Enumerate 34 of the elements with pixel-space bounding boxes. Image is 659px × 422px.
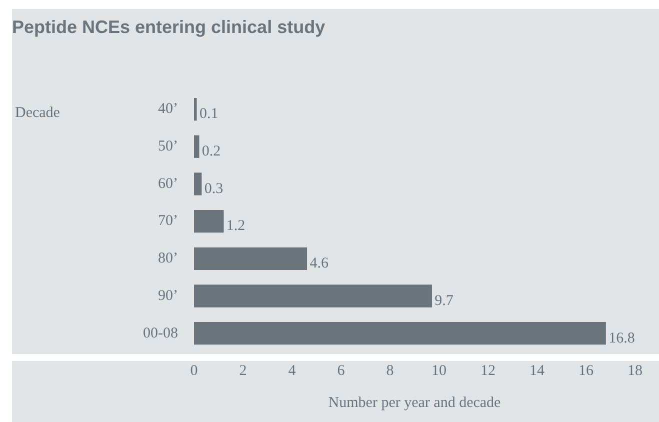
y-tick-label: 70’ bbox=[158, 213, 178, 230]
bar bbox=[194, 210, 224, 233]
y-tick-label: 90’ bbox=[158, 288, 178, 304]
bar bbox=[194, 247, 308, 270]
data-label: 9.7 bbox=[434, 292, 454, 309]
x-axis-title: Number per year and decade bbox=[328, 394, 502, 411]
x-tick-label: 2 bbox=[239, 362, 247, 379]
data-label: 4.6 bbox=[310, 256, 329, 272]
x-tick-label: 12 bbox=[480, 362, 496, 379]
data-label: 16.8 bbox=[608, 330, 635, 346]
text: Decade bbox=[15, 105, 60, 122]
bar bbox=[194, 172, 202, 196]
chart-title: Peptide NCEs entering clinical study bbox=[12, 16, 326, 37]
data-label: 0.1 bbox=[199, 106, 218, 122]
y-tick-label: 00-08 bbox=[143, 325, 178, 342]
bar bbox=[194, 98, 197, 121]
x-tick-label: 10 bbox=[432, 362, 446, 379]
y-tick-label: 50’ bbox=[158, 138, 178, 155]
x-tick-label: 14 bbox=[530, 362, 545, 379]
x-tick-label: 4 bbox=[288, 362, 296, 379]
y-tick-label: 40’ bbox=[158, 101, 178, 118]
data-label: 0.2 bbox=[202, 144, 221, 160]
y-tick-label: 80’ bbox=[158, 250, 178, 267]
x-tick-label: 16 bbox=[578, 362, 594, 379]
data-label: 0.3 bbox=[204, 180, 224, 197]
bar bbox=[194, 135, 200, 158]
x-tick-label: 8 bbox=[386, 362, 394, 379]
bar bbox=[194, 284, 432, 308]
x-tick-label: 6 bbox=[337, 362, 346, 379]
data-label: 1.2 bbox=[226, 218, 246, 234]
bar bbox=[194, 322, 606, 345]
x-tick-label: 0 bbox=[190, 362, 198, 379]
y-tick-label: 60’ bbox=[158, 176, 178, 192]
x-tick-label: 18 bbox=[628, 362, 642, 379]
